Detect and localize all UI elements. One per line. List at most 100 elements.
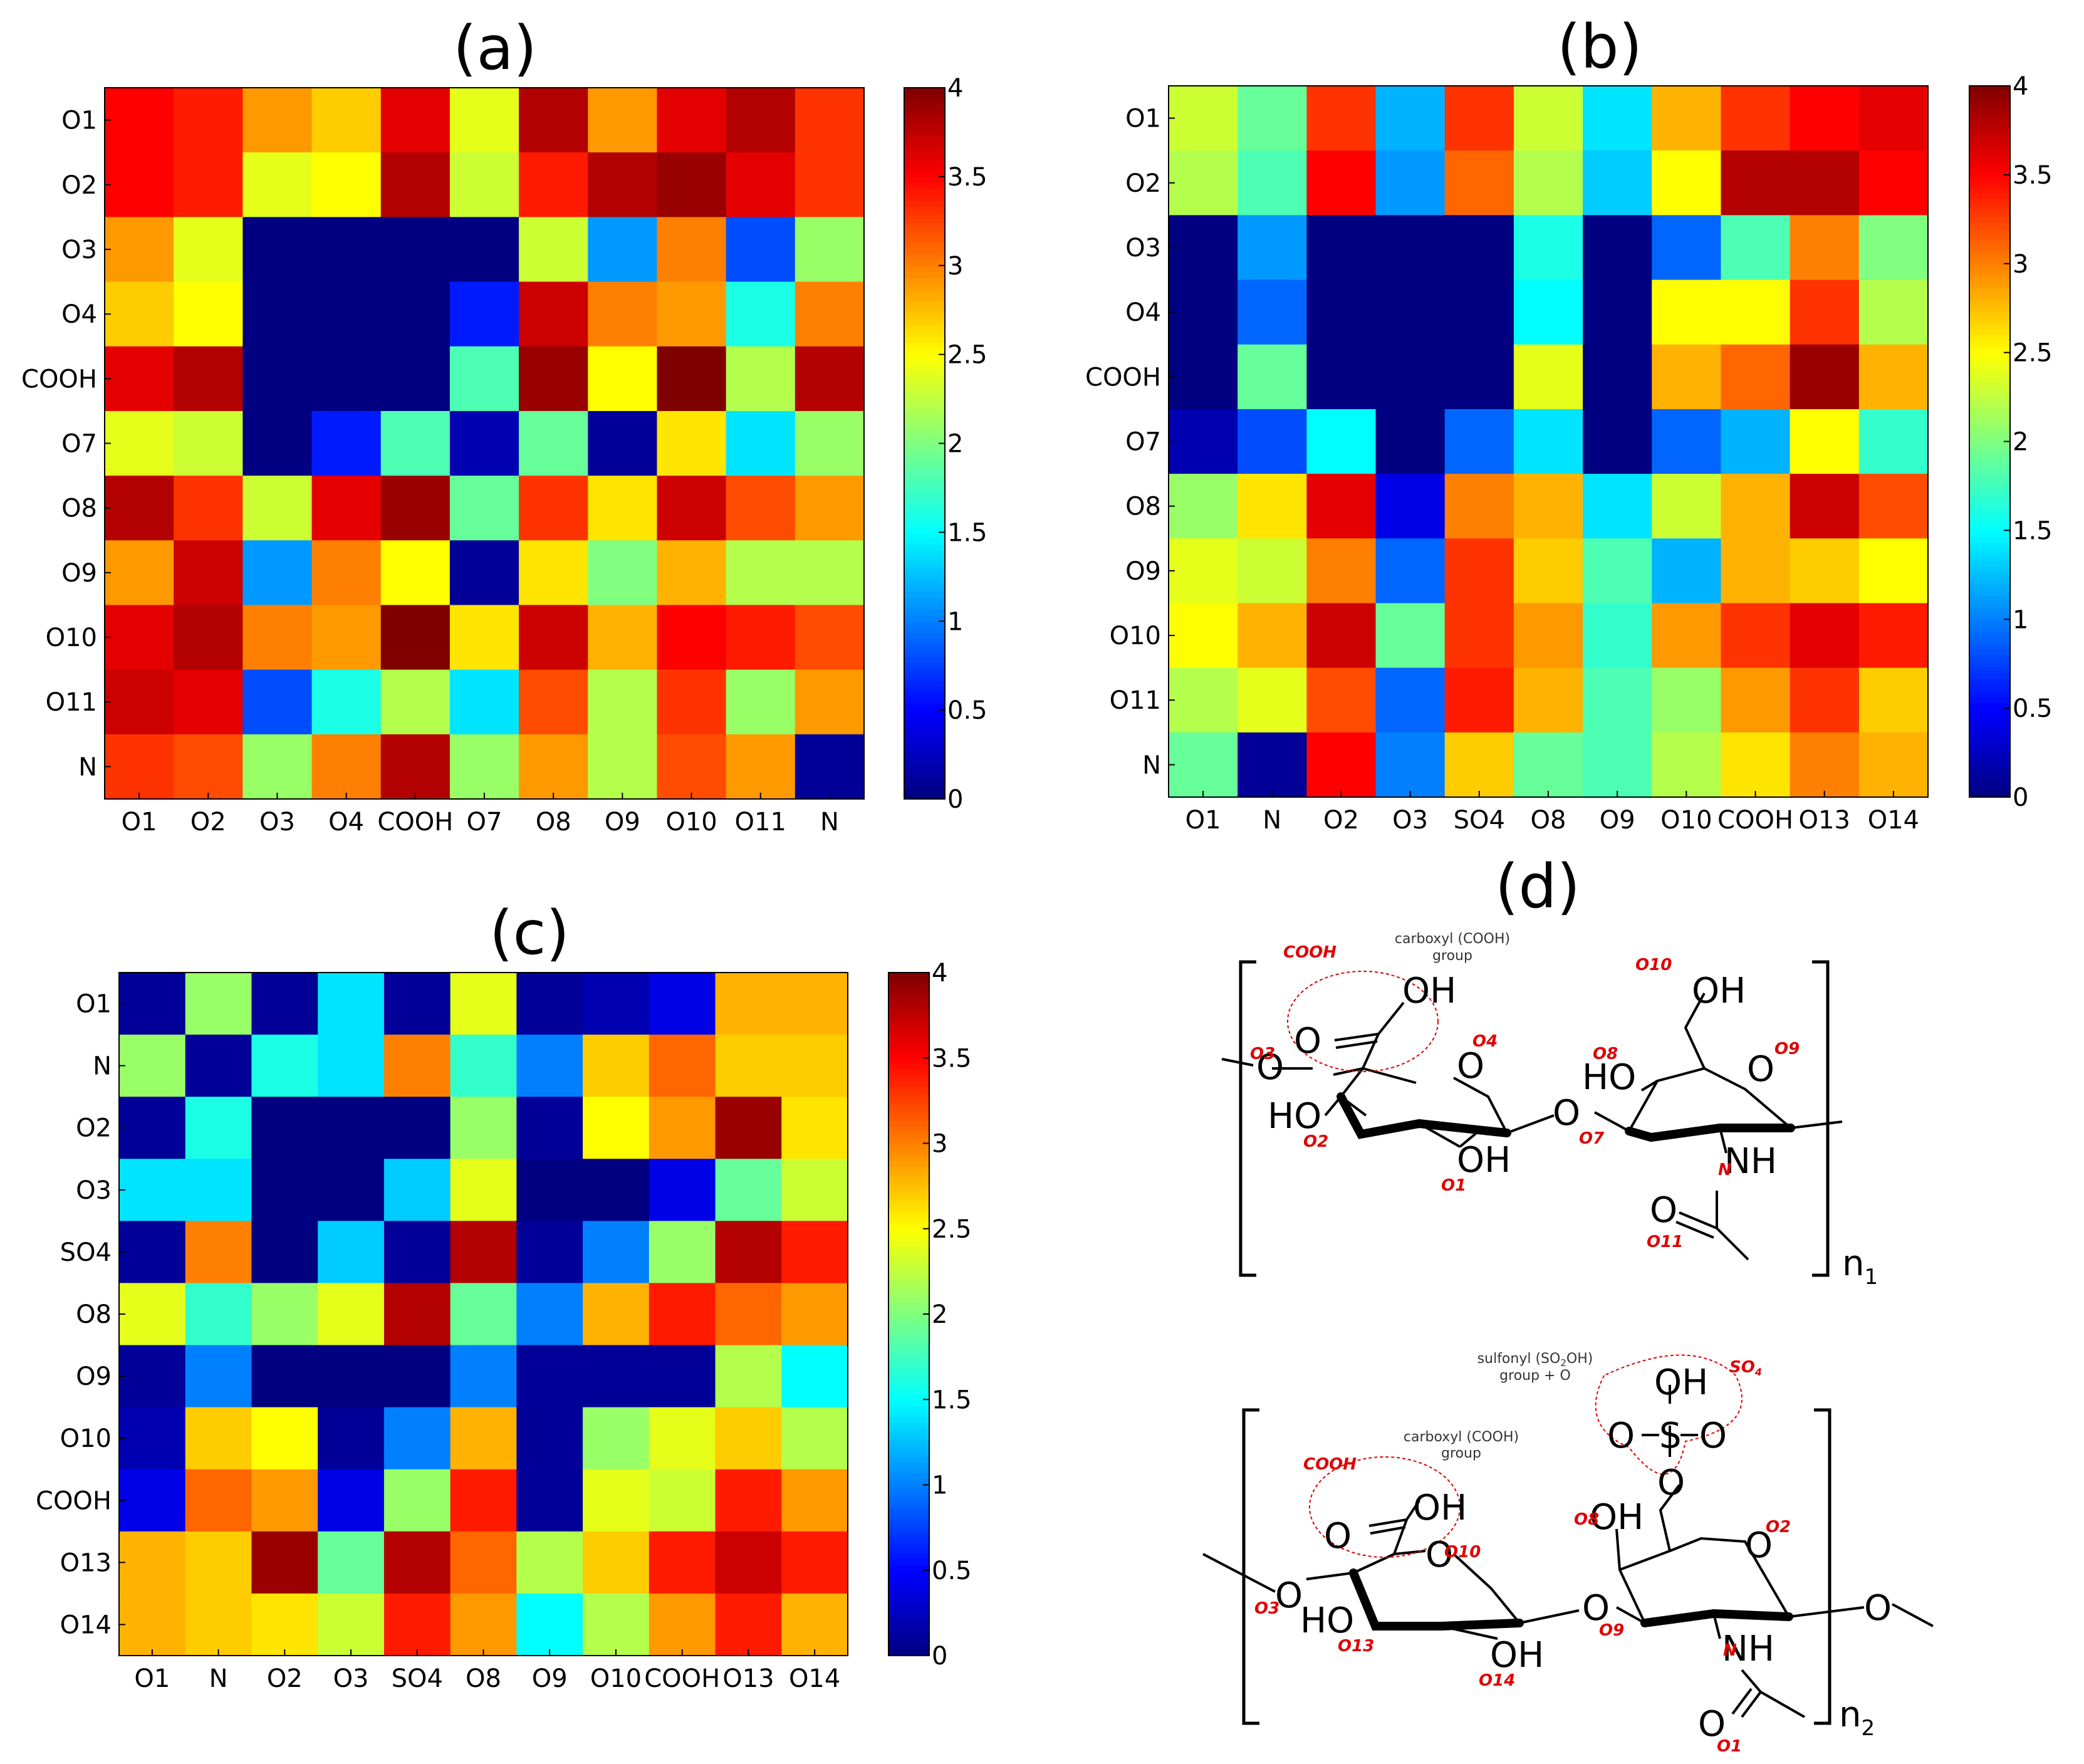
colorbar-segment [1969, 453, 2010, 460]
heatmap-cell [1513, 344, 1583, 410]
x-tick-label: O1 [122, 808, 157, 837]
colorbar-tick-label: 2 [932, 1300, 947, 1329]
heatmap-cell [1237, 86, 1307, 151]
x-tick-label: O9 [532, 1664, 568, 1693]
heatmap-cell [105, 281, 174, 347]
colorbar-segment [904, 206, 945, 213]
atom-ring2-o-top: O [1747, 1049, 1774, 1090]
colorbar-segment [1969, 666, 2010, 674]
colorbar-segment [888, 1501, 929, 1508]
heatmap-cell [1790, 344, 1860, 410]
heatmap-cell [318, 1159, 385, 1221]
heatmap-cell [583, 1283, 650, 1346]
colorbar-segment [1969, 749, 2010, 756]
colorbar-segment [904, 491, 945, 498]
colorbar-tick-label: 3.5 [932, 1044, 972, 1073]
colorbar-segment [1969, 382, 2010, 389]
colorbar-segment [1969, 157, 2010, 164]
heatmap-cell [1583, 215, 1652, 281]
colorbar-segment [888, 1382, 929, 1389]
heatmap-cell [516, 1531, 583, 1594]
heatmap-cell [1652, 538, 1722, 604]
colorbar-segment [888, 1342, 929, 1349]
cooh-bonds-bottom [1368, 1500, 1420, 1555]
panel-title: (a) [453, 13, 537, 83]
heatmap-cell [1169, 409, 1238, 474]
colorbar-segment [904, 241, 945, 249]
y-tick-label: O7 [1125, 428, 1161, 457]
colorbar-segment [904, 283, 945, 290]
y-tick-label: O7 [61, 430, 97, 459]
heatmap-cell [105, 88, 174, 153]
heatmap-cell [583, 1469, 650, 1532]
heatmap-cell [185, 1221, 253, 1284]
colorbar-segment [1969, 441, 2010, 448]
colorbar-segment [888, 1462, 929, 1469]
colorbar-segment [888, 1023, 929, 1030]
ring2b-side-bonds [1659, 1484, 1934, 1627]
atom-o-carbonyl-bottom: O [1324, 1516, 1352, 1557]
heatmap-cell [380, 669, 451, 735]
heatmap-cell [1169, 603, 1238, 669]
cooh-note-bottom-line1: carboxyl (COOH) [1404, 1429, 1519, 1445]
colorbar-segment [888, 1149, 929, 1156]
colorbar-tick-label: 3.5 [2013, 161, 2053, 190]
colorbar-segment [904, 639, 945, 645]
colorbar-segment [904, 467, 945, 474]
heatmap-cell [649, 1345, 716, 1408]
colorbar-segment [1969, 180, 2010, 187]
colorbar-segment [888, 1132, 929, 1139]
colorbar-segment [888, 1154, 929, 1161]
heatmap-cell [795, 152, 865, 217]
colorbar-segment [1969, 649, 2010, 655]
colorbar-segment [1969, 293, 2010, 300]
atom-so-o-bottom: O [1657, 1463, 1685, 1503]
heatmap-cell [242, 410, 313, 476]
colorbar-segment [1969, 779, 2010, 786]
colorbar-tick-label: 2 [947, 430, 963, 459]
y-tick-label: N [93, 1052, 112, 1081]
colorbar-segment [904, 265, 945, 273]
colorbar-segment [888, 1337, 929, 1344]
heatmap-cell [1375, 603, 1446, 669]
heatmap-cell [1652, 409, 1722, 474]
colorbar-segment [904, 550, 945, 557]
heatmap-cell [383, 1593, 451, 1656]
heatmap-cell [516, 1283, 583, 1346]
heatmap-cell [311, 540, 382, 606]
colorbar-segment [1969, 447, 2010, 454]
heatmap-cell [449, 410, 519, 476]
y-tick-label: O8 [61, 494, 97, 523]
colorbar-segment [904, 650, 945, 657]
y-tick-label: O2 [1125, 169, 1161, 198]
heatmap-cell [1652, 150, 1722, 216]
heatmap-cell [449, 281, 519, 347]
heatmap-cell [1306, 344, 1377, 410]
colorbar-segment [904, 407, 945, 415]
colorbar-segment [888, 1331, 929, 1338]
colorbar-segment [1969, 785, 2010, 792]
label-n-bottom: N [1723, 1641, 1737, 1660]
label-o2-top: O2 [1303, 1132, 1328, 1151]
colorbar-segment [1969, 513, 2010, 519]
bracket-left-top [1239, 960, 1256, 1277]
heatmap-cell [105, 669, 174, 735]
atom-ring2-o-bottom: O [1745, 1525, 1773, 1566]
colorbar-segment [888, 1599, 929, 1605]
colorbar-segment [1969, 424, 2010, 431]
heatmap-cell [185, 1097, 253, 1159]
heatmap-cell [1652, 474, 1722, 539]
label-so4: SO4 [1729, 1358, 1762, 1378]
heatmap-cell [795, 410, 865, 476]
x-tick-label: O3 [333, 1664, 369, 1693]
colorbar-segment [888, 1365, 929, 1372]
heatmap-cell [649, 1593, 716, 1656]
colorbar-segment [888, 1621, 929, 1628]
colorbar-segment [904, 556, 945, 563]
heatmap-cell [715, 1593, 782, 1656]
colorbar-segment [904, 230, 945, 237]
y-tick-label: O9 [1125, 557, 1161, 586]
colorbar-segment [888, 1444, 929, 1451]
heatmap-cell [185, 1407, 253, 1470]
heatmap-cell [251, 1035, 318, 1097]
